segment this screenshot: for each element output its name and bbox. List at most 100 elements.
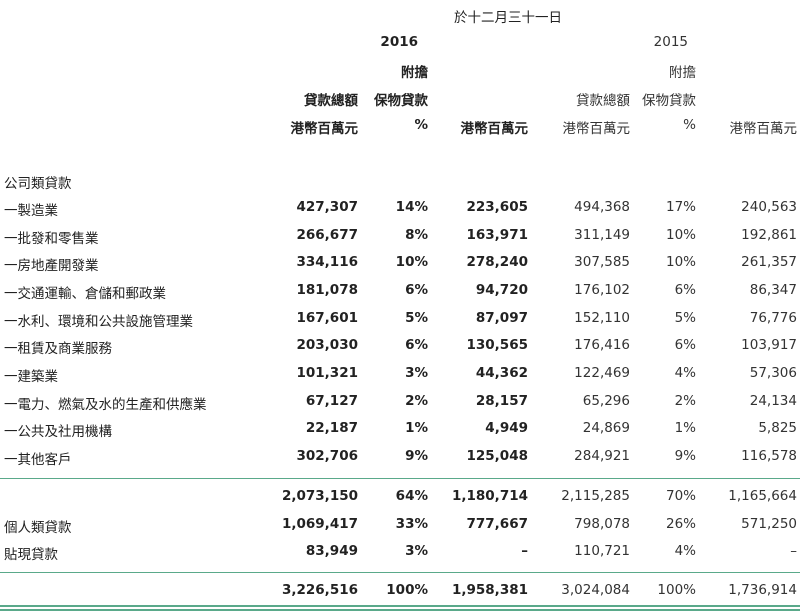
cell-loans-2016: 67,127 <box>305 393 358 409</box>
cell-loans-2015: 65,296 <box>582 393 630 409</box>
cell-pct-2016: 33% <box>395 516 428 532</box>
col-2016-guar-line1: 附擔 <box>401 65 428 81</box>
cell-guar-2016: 44,362 <box>475 365 528 381</box>
cell-loans-2016: 101,321 <box>296 365 359 381</box>
row-label: 一租賃及商業服務 <box>4 341 112 357</box>
col-2015-guar-line1: 附擔 <box>669 65 696 81</box>
unit-2016-loans: 港幣百萬元 <box>290 121 359 137</box>
cell-pct-2015: 100% <box>657 582 696 598</box>
cell-loans-2015: 152,110 <box>574 310 630 326</box>
row-label: 一建築業 <box>4 369 58 385</box>
cell-loans-2016: 3,226,516 <box>281 582 358 598</box>
cell-pct-2016: 1% <box>405 420 428 436</box>
cell-guar-2015: 116,578 <box>741 448 797 464</box>
cell-pct-2016: 64% <box>395 488 428 504</box>
cell-pct-2016: 3% <box>405 543 428 559</box>
unit-2015-guar: 港幣百萬元 <box>729 121 798 137</box>
cell-pct-2016: 9% <box>405 448 428 464</box>
cell-guar-2016: 125,048 <box>466 448 529 464</box>
year-2016: 2016 <box>380 34 418 50</box>
cell-pct-2015: 6% <box>674 337 696 353</box>
divider-bottom-2 <box>0 609 800 611</box>
cell-pct-2016: 2% <box>405 393 428 409</box>
cell-guar-2015: 1,165,664 <box>728 488 797 504</box>
cell-guar-2015: 103,917 <box>741 337 797 353</box>
cell-pct-2015: 10% <box>665 254 696 270</box>
cell-loans-2016: 181,078 <box>296 282 359 298</box>
row-label: 一電力、燃氣及水的生產和供應業 <box>4 397 207 413</box>
cell-guar-2015: 86,347 <box>749 282 797 298</box>
cell-guar-2016: 87,097 <box>475 310 528 326</box>
cell-loans-2016: 167,601 <box>296 310 359 326</box>
cell-loans-2016: 302,706 <box>296 448 359 464</box>
cell-pct-2016: 3% <box>405 365 428 381</box>
cell-pct-2015: 5% <box>674 310 696 326</box>
unit-2015-pct: % <box>683 117 696 133</box>
divider-bottom-1 <box>0 605 800 607</box>
year-2015: 2015 <box>653 34 688 50</box>
cell-loans-2015: 176,416 <box>574 337 630 353</box>
cell-guar-2016: 130,565 <box>466 337 529 353</box>
cell-pct-2015: 70% <box>665 488 696 504</box>
cell-guar-2015: 1,736,914 <box>728 582 797 598</box>
col-2015-guar-line2: 保物貸款 <box>642 93 696 109</box>
cell-loans-2015: 311,149 <box>574 227 630 243</box>
period-heading: 於十二月三十一日 <box>454 10 562 26</box>
cell-pct-2016: 14% <box>395 199 428 215</box>
cell-pct-2015: 2% <box>674 393 696 409</box>
cell-guar-2016: 1,180,714 <box>451 488 528 504</box>
cell-pct-2016: 5% <box>405 310 428 326</box>
cell-guar-2016: 94,720 <box>475 282 528 298</box>
cell-guar-2015: 261,357 <box>741 254 797 270</box>
cell-guar-2016: 777,667 <box>466 516 529 532</box>
cell-pct-2015: 17% <box>665 199 696 215</box>
cell-loans-2015: 2,115,285 <box>561 488 630 504</box>
cell-loans-2016: 266,677 <box>296 227 359 243</box>
cell-guar-2016: 1,958,381 <box>451 582 528 598</box>
cell-loans-2015: 494,368 <box>574 199 630 215</box>
cell-loans-2016: 83,949 <box>305 543 358 559</box>
cell-loans-2016: 334,116 <box>296 254 359 270</box>
cell-guar-2015: 192,861 <box>741 227 797 243</box>
row-label: 一房地產開發業 <box>4 258 99 274</box>
cell-loans-2015: 122,469 <box>574 365 630 381</box>
row-label: 一其他客戶 <box>4 452 72 468</box>
cell-loans-2015: 110,721 <box>574 543 630 559</box>
cell-pct-2015: 10% <box>665 227 696 243</box>
cell-guar-2016: 223,605 <box>466 199 529 215</box>
cell-pct-2015: 26% <box>665 516 696 532</box>
row-label: 貼現貸款 <box>4 547 58 563</box>
cell-loans-2016: 203,030 <box>296 337 359 353</box>
cell-guar-2016: 28,157 <box>475 393 528 409</box>
cell-guar-2015: 76,776 <box>749 310 797 326</box>
cell-pct-2015: 4% <box>674 365 696 381</box>
cell-pct-2016: 6% <box>405 282 428 298</box>
row-label: 一製造業 <box>4 203 58 219</box>
row-label: 個人類貸款 <box>4 520 72 536</box>
cell-loans-2015: 284,921 <box>574 448 630 464</box>
cell-guar-2015: 571,250 <box>741 516 797 532</box>
cell-pct-2016: 100% <box>386 582 428 598</box>
row-label: 一批發和零售業 <box>4 231 99 247</box>
section-corporate: 公司類貸款 <box>4 176 72 192</box>
row-label: 一公共及社用機構 <box>4 424 112 440</box>
col-2016-guar-line2: 保物貸款 <box>374 93 428 109</box>
unit-2015-loans: 港幣百萬元 <box>562 121 631 137</box>
cell-loans-2015: 798,078 <box>574 516 630 532</box>
unit-2016-guar: 港幣百萬元 <box>460 121 529 137</box>
unit-2016-pct: % <box>414 117 428 133</box>
row-label: 一交通運輸、倉儲和郵政業 <box>4 286 166 302</box>
cell-pct-2015: 6% <box>674 282 696 298</box>
cell-loans-2015: 307,585 <box>574 254 630 270</box>
cell-pct-2015: 4% <box>674 543 696 559</box>
cell-guar-2016: 4,949 <box>485 420 528 436</box>
cell-guar-2016: – <box>521 543 528 559</box>
cell-loans-2016: 427,307 <box>296 199 359 215</box>
cell-pct-2016: 8% <box>405 227 428 243</box>
cell-guar-2016: 163,971 <box>466 227 529 243</box>
cell-pct-2015: 1% <box>674 420 696 436</box>
cell-loans-2016: 22,187 <box>305 420 358 436</box>
cell-guar-2015: 24,134 <box>749 393 797 409</box>
col-2015-loans-header: 貸款總額 <box>576 93 630 109</box>
col-2016-loans-header: 貸款總額 <box>304 93 358 109</box>
